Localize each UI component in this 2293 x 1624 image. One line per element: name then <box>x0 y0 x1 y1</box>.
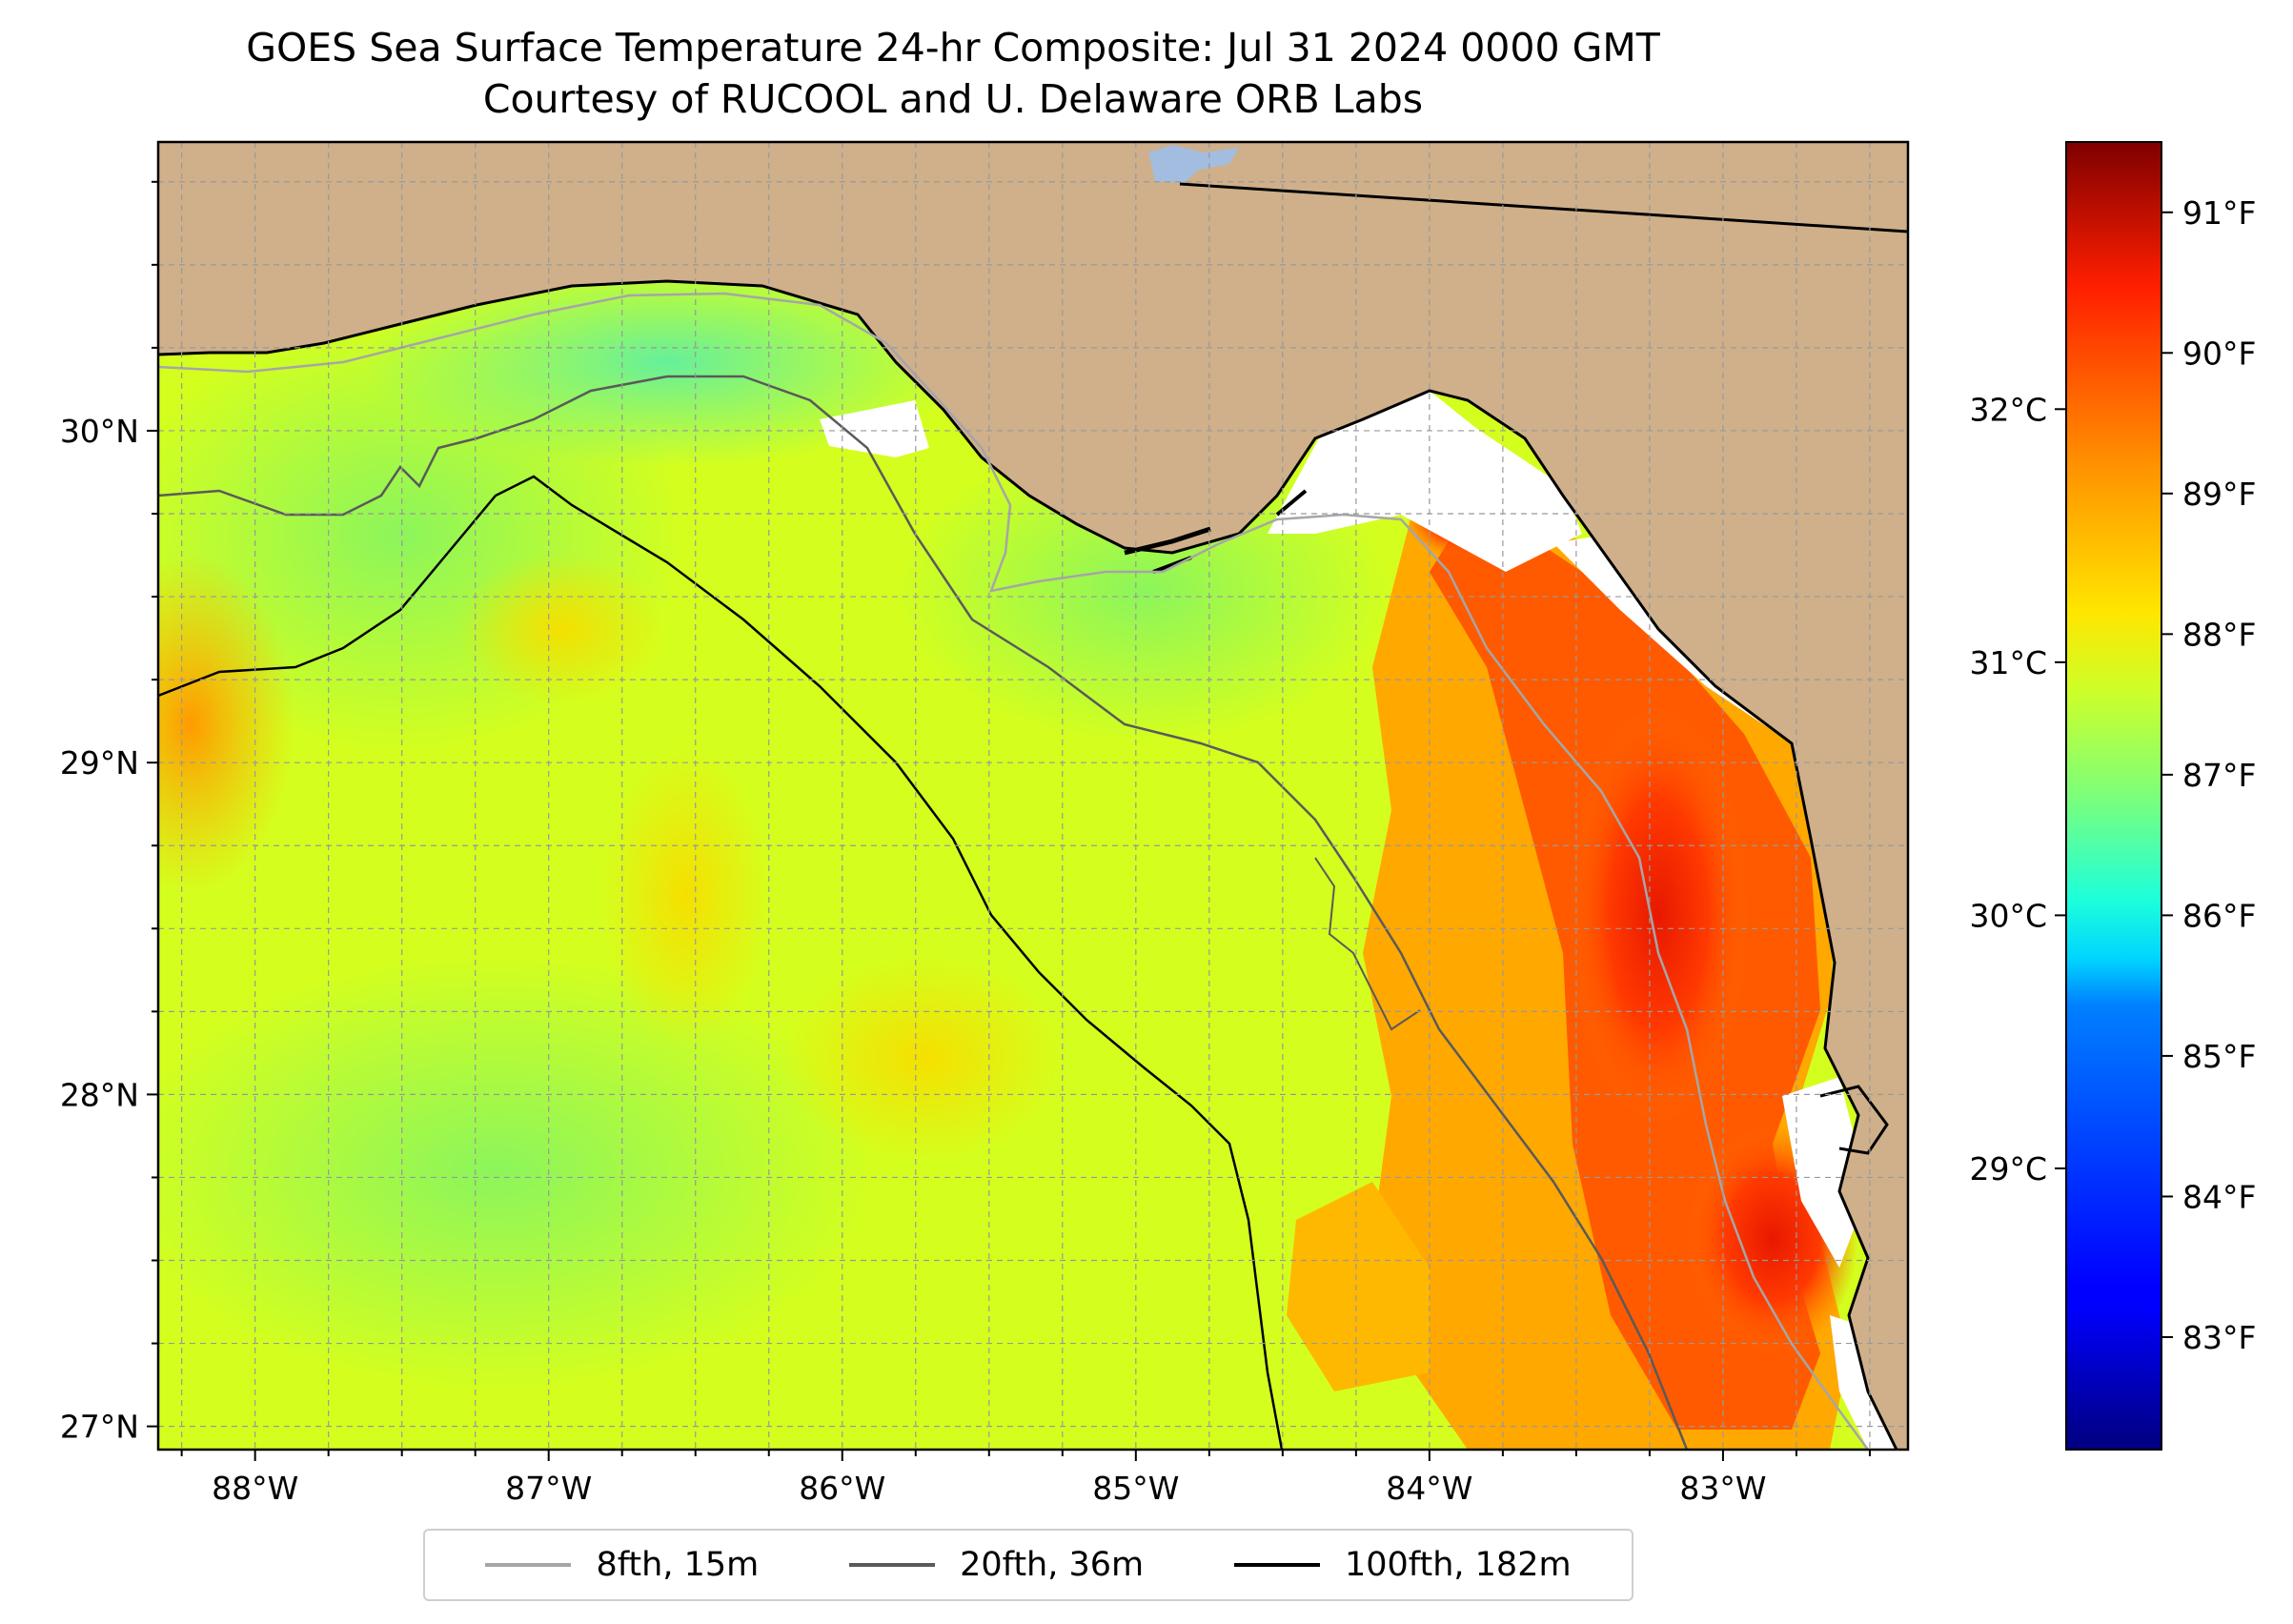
no-data-area <box>820 400 929 457</box>
contour-20fth <box>1314 857 1421 1031</box>
colorbar-gradient <box>2066 142 2161 1450</box>
sst-warm-region <box>600 743 772 1048</box>
legend-swatch <box>485 1563 572 1567</box>
longitude-axis: 88°W 87°W 86°W 85°W 84°W 83°W <box>180 1450 1871 1507</box>
lon-tick-label: 87°W <box>505 1470 592 1507</box>
colorbar-f-label: 83°F <box>2182 1319 2256 1356</box>
sst-warm-region <box>457 553 667 705</box>
legend-label: 8fth, 15m <box>596 1546 760 1584</box>
sst-cool-region <box>896 438 1391 743</box>
lat-tick-label: 29°N <box>60 744 139 782</box>
sst-warm-region <box>158 553 295 896</box>
colorbar-f-label: 84°F <box>2182 1178 2256 1215</box>
map-area <box>158 142 1908 1450</box>
map-frame <box>156 140 1910 1451</box>
legend-label: 20fth, 36m <box>960 1546 1145 1584</box>
lat-tick-label: 28°N <box>60 1076 139 1113</box>
colorbar-f-label: 88°F <box>2182 616 2256 653</box>
colorbar-f-label: 87°F <box>2182 757 2256 794</box>
land-area <box>158 142 1908 1450</box>
sst-cool-region <box>362 257 972 467</box>
coastline <box>158 279 1898 1450</box>
colorbar-c-label: 31°C <box>1969 644 2047 681</box>
legend-item-20fth: 20fth, 36m <box>849 1546 1144 1584</box>
colorbar-f-label: 89°F <box>2182 476 2256 513</box>
contour-8fth <box>158 292 1870 1450</box>
sst-warm-region <box>781 953 1067 1163</box>
lon-tick-label: 86°W <box>799 1470 885 1507</box>
sst-cool-region <box>158 953 877 1391</box>
lake <box>1148 145 1239 183</box>
legend-label: 100fth, 182m <box>1344 1546 1572 1584</box>
barrier-island <box>1275 489 1308 517</box>
legend-swatch <box>849 1563 936 1567</box>
legend-item-100fth: 100fth, 182m <box>1233 1546 1572 1584</box>
barrier-island <box>1124 526 1211 556</box>
no-data-area <box>1553 534 1858 839</box>
legend-swatch <box>1233 1563 1320 1567</box>
lon-tick-label: 83°W <box>1679 1470 1766 1507</box>
colorbar-f-label: 90°F <box>2182 335 2256 372</box>
colorbar-frame <box>2065 141 2162 1451</box>
sst-hot-core <box>1568 705 1749 1125</box>
sst-warm-region <box>1287 1182 1430 1391</box>
legend-item-8fth: 8fth, 15m <box>485 1546 759 1584</box>
no-data-area <box>1268 391 1582 572</box>
colorbar-f-label: 91°F <box>2182 194 2256 232</box>
lon-tick-label: 85°W <box>1092 1470 1179 1507</box>
lat-tick-label: 30°N <box>60 413 139 450</box>
coastline <box>1819 1085 1889 1155</box>
contour-20fth <box>158 375 1689 1450</box>
legend: 8fth, 15m 20fth, 36m 100fth, 182m <box>423 1529 1634 1601</box>
colorbar-c-label: 30°C <box>1969 897 2047 934</box>
colorbar-c-label: 32°C <box>1969 391 2047 428</box>
chart-title: GOES Sea Surface Temperature 24-hr Compo… <box>246 25 1660 71</box>
lon-tick-label: 88°W <box>212 1470 298 1507</box>
colorbar-celsius-axis: 29°C 30°C 31°C 32°C <box>1969 391 2066 1188</box>
lon-tick-label: 84°W <box>1386 1470 1472 1507</box>
colorbar-f-label: 86°F <box>2182 897 2256 934</box>
chart-subtitle: Courtesy of RUCOOL and U. Delaware ORB L… <box>482 76 1424 122</box>
contour-100fth <box>158 475 1284 1450</box>
latitude-axis: 27°N 28°N 29°N 30°N <box>60 180 158 1446</box>
colorbar-c-label: 29°C <box>1969 1150 2047 1188</box>
colorbar-f-label: 85°F <box>2182 1038 2256 1075</box>
state-boundary <box>1179 182 1908 233</box>
colorbar-fahrenheit-axis: 83°F 84°F 85°F 86°F 87°F 88°F 89°F 90°F 91°F <box>2161 194 2256 1356</box>
gridlines <box>158 142 1908 1450</box>
lat-tick-label: 27°N <box>60 1409 139 1446</box>
no-data-area <box>1782 1077 1868 1268</box>
